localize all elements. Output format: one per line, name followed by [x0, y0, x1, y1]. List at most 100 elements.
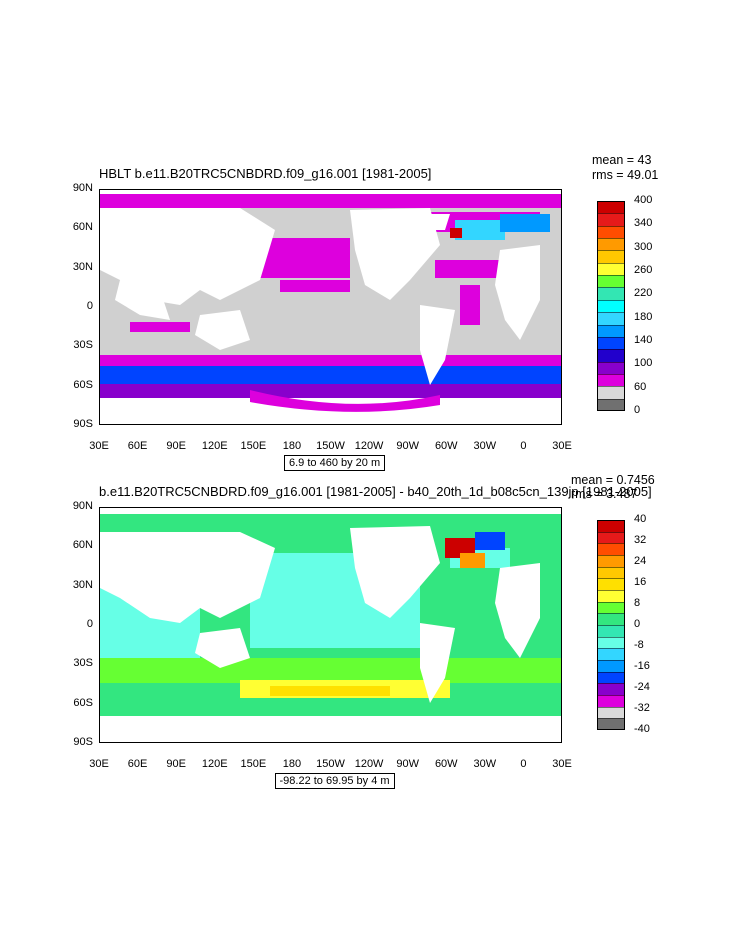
map-panel-1: HBLT b.e11.B20TRC5CNBDRD.f09_g16.001 [19…: [0, 0, 733, 425]
lon-tick-label: 150W: [316, 440, 345, 452]
map-panel-2: b.e11.B20TRC5CNBDRD.f09_g16.001 [1981-20…: [0, 318, 733, 743]
rms-label: rms = 49.01: [592, 168, 659, 182]
lat-tick-label: 60S: [73, 378, 93, 391]
lat-tick-label: 90N: [72, 500, 93, 512]
colorbar-label: 60: [634, 380, 647, 393]
lon-tick-label: 120E: [201, 440, 228, 452]
lat-tick-label: 0: [86, 618, 93, 630]
colorbar-swatch: [597, 201, 625, 214]
lon-tick-label: 60W: [434, 758, 458, 770]
lon-tick-label: 180: [282, 440, 302, 452]
lon-tick-label: 150E: [240, 440, 267, 452]
panel-title: b.e11.B20TRC5CNBDRD.f09_g16.001 [1981-20…: [99, 484, 652, 499]
colorbar-swatch: [597, 683, 625, 696]
mean-label: mean = 43: [592, 153, 652, 167]
lat-tick-label: 90S: [73, 736, 93, 748]
colorbar-swatch: [597, 349, 625, 363]
colorbar-swatch: [597, 287, 625, 301]
colorbar-swatch: [597, 324, 625, 338]
lat-tick-label: 90N: [72, 182, 93, 194]
colorbar-label: 40: [634, 513, 647, 525]
lon-tick-label: 0: [520, 440, 527, 452]
colorbar-label: -24: [634, 681, 650, 693]
map-plot: [99, 507, 562, 743]
colorbar-swatch: [597, 299, 625, 313]
colorbar-swatch: [597, 336, 625, 350]
lon-tick-label: 30E: [552, 758, 572, 770]
lon-tick-label: 120W: [354, 758, 384, 770]
lon-tick-label: 150E: [240, 758, 267, 770]
colorbar-label: 180: [634, 310, 653, 323]
colorbar-swatch: [597, 590, 625, 603]
lat-tick-label: 60N: [72, 221, 93, 234]
lon-tick-label: 120E: [201, 758, 228, 770]
lon-tick-label: 30E: [552, 440, 572, 452]
lon-tick-label: 60E: [127, 758, 148, 770]
contour-range-label: -98.22 to 69.95 by 4 m: [274, 773, 395, 789]
lon-tick-label: 150W: [316, 758, 345, 770]
colorbar-label: 16: [634, 576, 647, 588]
colorbar-label: 0: [634, 618, 641, 630]
rms-label: rms = 3.487: [571, 487, 638, 501]
colorbar-swatch: [597, 555, 625, 568]
colorbar-label: 8: [634, 597, 641, 609]
colorbar-label: -32: [634, 702, 650, 714]
colorbar-label: -40: [634, 723, 650, 735]
colorbar-swatch: [597, 601, 625, 614]
lat-tick-label: 60N: [72, 539, 93, 552]
lon-tick-label: 30W: [473, 758, 497, 770]
panel-title: HBLT b.e11.B20TRC5CNBDRD.f09_g16.001 [19…: [99, 166, 432, 181]
colorbar-swatch: [597, 312, 625, 326]
colorbar-swatch: [597, 361, 625, 375]
colorbar-label: 260: [634, 264, 653, 276]
colorbar-swatch: [597, 250, 625, 264]
colorbar: [597, 201, 625, 412]
colorbar-swatch: [597, 531, 625, 544]
contour-range-label: 6.9 to 460 by 20 m: [284, 455, 386, 471]
colorbar-label: 100: [634, 357, 653, 370]
colorbar-swatch: [597, 718, 625, 731]
colorbar-swatch: [597, 648, 625, 661]
colorbar-label: 220: [634, 287, 653, 300]
map-plot: [99, 189, 562, 425]
lon-tick-label: 90E: [166, 440, 186, 452]
lat-tick-label: 90S: [73, 418, 93, 430]
map-field: [100, 190, 561, 424]
lon-tick-label: 60W: [434, 440, 458, 452]
lon-tick-label: 120W: [354, 440, 384, 452]
lat-tick-label: 60S: [73, 696, 93, 709]
colorbar-label: 32: [634, 534, 647, 546]
lat-tick-label: 30S: [73, 339, 93, 352]
colorbar-swatch: [597, 398, 625, 412]
colorbar-swatch: [597, 625, 625, 638]
colorbar-swatch: [597, 613, 625, 626]
lon-tick-label: 90W: [396, 758, 419, 770]
colorbar-swatch: [597, 225, 625, 239]
lon-tick-label: 30E: [89, 758, 109, 770]
colorbar: [597, 520, 625, 731]
colorbar-label: 140: [634, 334, 653, 346]
colorbar-label: 24: [634, 555, 647, 567]
colorbar-swatch: [597, 520, 625, 533]
colorbar-swatch: [597, 386, 625, 400]
colorbar-swatch: [597, 238, 625, 251]
colorbar-swatch: [597, 543, 625, 556]
mean-label: mean = 0.7456: [571, 473, 655, 487]
colorbar-swatch: [597, 566, 625, 579]
lat-tick-label: 30N: [72, 578, 93, 591]
map-field: [100, 508, 561, 742]
lat-tick-label: 30N: [72, 260, 93, 273]
colorbar-label: -8: [634, 639, 644, 651]
colorbar-swatch: [597, 660, 625, 673]
lon-tick-label: 90E: [166, 758, 186, 770]
colorbar-label: 300: [634, 240, 653, 253]
colorbar-label: 0: [634, 404, 641, 416]
colorbar-swatch: [597, 373, 625, 387]
lon-tick-label: 90W: [396, 440, 419, 452]
colorbar-swatch: [597, 695, 625, 708]
colorbar-swatch: [597, 636, 625, 649]
colorbar-swatch: [597, 262, 625, 276]
colorbar-label: 400: [634, 194, 653, 206]
lat-tick-label: 30S: [73, 657, 93, 670]
colorbar-label: 340: [634, 217, 653, 230]
